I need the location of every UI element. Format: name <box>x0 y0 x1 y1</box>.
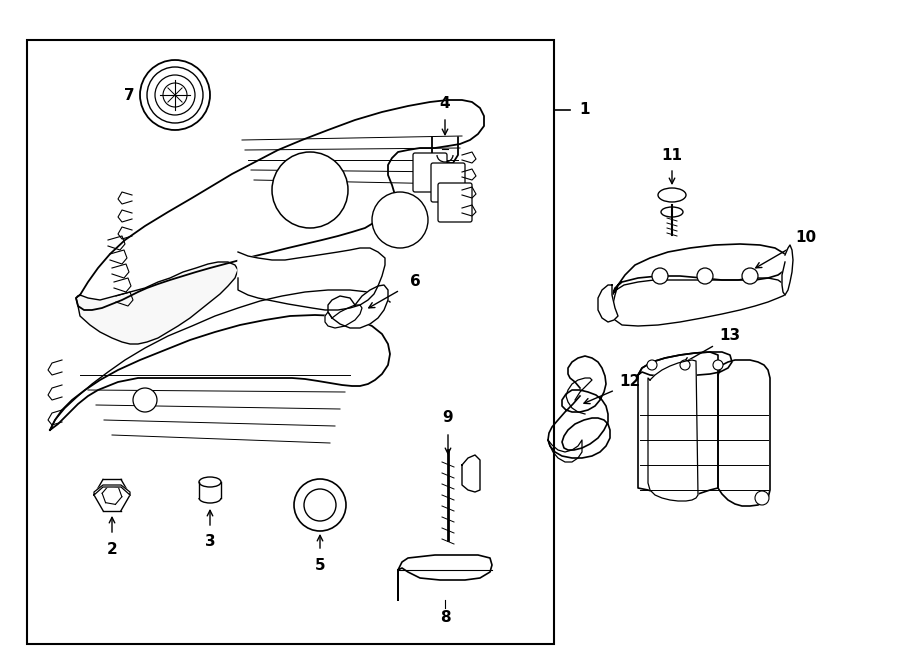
FancyBboxPatch shape <box>438 183 472 222</box>
Polygon shape <box>398 555 492 600</box>
Circle shape <box>140 60 210 130</box>
Text: 11: 11 <box>662 149 682 163</box>
Polygon shape <box>325 305 362 328</box>
Text: 12: 12 <box>619 375 641 389</box>
Polygon shape <box>462 455 480 492</box>
Text: 2: 2 <box>106 543 117 557</box>
Text: 9: 9 <box>443 410 454 426</box>
Circle shape <box>652 268 668 284</box>
Circle shape <box>163 83 187 107</box>
Ellipse shape <box>661 207 683 217</box>
Polygon shape <box>648 360 698 501</box>
FancyBboxPatch shape <box>413 153 447 192</box>
Polygon shape <box>94 485 130 495</box>
Polygon shape <box>718 360 770 506</box>
Circle shape <box>697 268 713 284</box>
Polygon shape <box>76 262 238 344</box>
Polygon shape <box>612 244 788 295</box>
Polygon shape <box>782 245 793 295</box>
Text: 8: 8 <box>440 611 450 625</box>
Polygon shape <box>328 285 388 328</box>
Circle shape <box>372 192 428 248</box>
Circle shape <box>680 360 690 370</box>
Text: 6: 6 <box>410 274 420 290</box>
Circle shape <box>713 360 723 370</box>
Text: 10: 10 <box>796 231 816 245</box>
Ellipse shape <box>199 477 221 487</box>
Circle shape <box>304 489 336 521</box>
Polygon shape <box>638 352 718 496</box>
Circle shape <box>755 491 769 505</box>
FancyBboxPatch shape <box>431 163 465 202</box>
Text: 7: 7 <box>123 89 134 104</box>
Polygon shape <box>76 100 484 310</box>
Circle shape <box>647 360 657 370</box>
Circle shape <box>133 388 157 412</box>
Polygon shape <box>432 137 458 163</box>
Text: 4: 4 <box>440 95 450 110</box>
Circle shape <box>742 268 758 284</box>
Text: 1: 1 <box>580 102 590 118</box>
Polygon shape <box>238 248 385 310</box>
Text: 5: 5 <box>315 557 325 572</box>
Polygon shape <box>50 315 390 430</box>
Ellipse shape <box>658 188 686 202</box>
Circle shape <box>294 479 346 531</box>
Text: 3: 3 <box>204 535 215 549</box>
Circle shape <box>147 67 203 123</box>
Polygon shape <box>548 356 610 458</box>
Polygon shape <box>598 285 618 322</box>
Text: 13: 13 <box>719 329 741 344</box>
Polygon shape <box>638 352 732 376</box>
Bar <box>27 40 554 644</box>
Polygon shape <box>612 278 785 326</box>
Circle shape <box>155 75 195 115</box>
Circle shape <box>272 152 348 228</box>
